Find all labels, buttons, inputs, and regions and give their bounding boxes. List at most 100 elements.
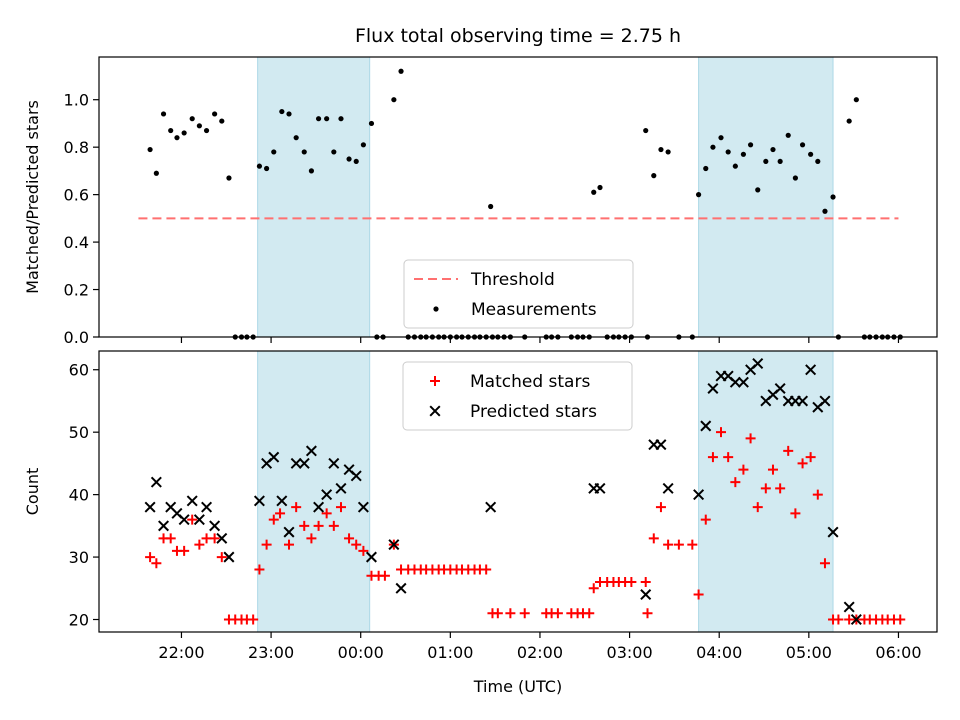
count-series-1-point: [485, 501, 497, 513]
ratio-series-0-point: [770, 146, 776, 153]
count-series-1-point: [640, 589, 652, 601]
count-series-0-point: [248, 614, 259, 625]
ratio-series-0-point: [353, 158, 359, 165]
count-series-0-point: [716, 427, 727, 438]
x-tick-label: 01:00: [427, 643, 473, 662]
count-series-0-point: [344, 533, 355, 544]
count-series-0-point: [767, 464, 778, 475]
count-series-0-point: [730, 477, 741, 488]
count-series-0-point: [775, 483, 786, 494]
ratio-series-0-point: [710, 144, 716, 150]
shaded-interval: [698, 56, 834, 338]
count-series-0-point: [626, 577, 637, 588]
ratio-series-0-point: [785, 132, 791, 138]
count-series-0-point: [819, 558, 830, 569]
ratio-y-tick-label: 1.0: [64, 91, 89, 110]
count-series-0-point: [151, 558, 162, 569]
legend-label: Measurements: [471, 300, 597, 320]
count-series-0-point: [895, 614, 906, 625]
count-series-0-point: [505, 608, 516, 619]
count-series-1-point: [388, 539, 400, 551]
count-series-0-point: [723, 452, 734, 463]
x-tick-label: 22:00: [158, 643, 204, 662]
legend-label: Matched stars: [470, 372, 590, 392]
ratio-series-0-point: [315, 116, 322, 122]
count-series-1-point: [201, 501, 213, 513]
count-series-1-point: [805, 364, 817, 376]
count-series-1-point: [357, 501, 369, 513]
count-series-1-point: [729, 376, 741, 388]
x-tick-label: 05:00: [786, 643, 832, 662]
count-series-0-point: [783, 445, 794, 456]
count-series-0-point: [254, 564, 265, 575]
ratio-series-0-point: [651, 173, 657, 179]
legend-label: Threshold: [470, 270, 555, 290]
count-series-1-point: [305, 445, 317, 457]
count-series-1-point: [797, 395, 809, 407]
ratio-series-0-point: [226, 175, 232, 181]
count-series-1-point: [594, 482, 606, 494]
ratio-y-tick-label: 0.6: [64, 186, 89, 205]
ratio-series-0-point: [846, 118, 852, 124]
count-y-axis-label: Count: [23, 468, 42, 516]
ratio-series-0-point: [747, 142, 754, 148]
ratio-series-0-point: [160, 111, 167, 117]
count-series-0-point: [752, 502, 763, 513]
count-series-1-point: [298, 457, 310, 469]
count-series-1-point: [223, 551, 235, 563]
count-series-0-point: [642, 608, 653, 619]
ratio-series-0-point: [591, 189, 597, 195]
count-axes-frame: [98, 350, 938, 633]
count-series-1-point: [655, 439, 667, 451]
ratio-series-0-point: [174, 135, 180, 141]
count-series-1-point: [150, 476, 162, 488]
count-series-1-point: [662, 482, 674, 494]
ratio-series-0-point: [658, 146, 664, 153]
count-panel: 20 30 40 50 60 22:00 23:00 00:00 01:00 02:00 03:00…: [23, 350, 938, 662]
ratio-series-0-point: [822, 208, 828, 214]
count-series-0-point: [700, 514, 711, 525]
ratio-series-0-point: [732, 163, 738, 169]
count-series-0-point: [216, 552, 227, 563]
ratio-panel: 0.0 0.2 0.4 0.6 0.8 1.0 Matched/Predicted star…: [23, 56, 938, 347]
count-series-0-point: [707, 452, 718, 463]
count-series-0-point: [584, 608, 595, 619]
count-series-0-point: [790, 508, 801, 519]
count-series-0-point: [358, 545, 369, 556]
ratio-series-0-point: [703, 165, 709, 172]
ratio-series-0-point: [718, 135, 724, 141]
count-legend: Matched stars Predicted stars: [402, 361, 633, 431]
count-series-0-point: [379, 570, 390, 581]
count-series-0-point: [328, 520, 339, 531]
count-series-1-point: [313, 501, 325, 513]
ratio-series-0-point: [815, 158, 821, 165]
count-series-1-point: [752, 357, 764, 369]
x-tick-label: 00:00: [338, 643, 384, 662]
count-series-0-point: [351, 539, 362, 550]
count-series-1-point: [186, 495, 198, 507]
ratio-series-0-point: [286, 111, 292, 117]
count-y-tick-label: 40: [69, 486, 89, 505]
count-series-0-point: [187, 514, 198, 525]
count-series-0-point: [648, 533, 659, 544]
count-series-0-point: [275, 508, 286, 519]
count-y-tick-label: 30: [69, 548, 89, 567]
count-y-tick-label: 60: [69, 361, 89, 380]
ratio-series-0-point: [196, 123, 202, 129]
ratio-series-0-point: [338, 116, 344, 122]
count-series-1-point: [268, 451, 280, 463]
count-series-1-point: [253, 495, 265, 507]
count-series-1-point: [707, 382, 719, 394]
ratio-series-0-point: [725, 149, 731, 155]
shaded-interval: [257, 56, 371, 338]
count-series-1-point: [290, 457, 302, 469]
ratio-series-0-point: [301, 149, 307, 155]
count-series-0-point: [299, 520, 310, 531]
x-tick-label: 03:00: [607, 643, 653, 662]
count-series-1-point: [178, 514, 190, 526]
legend-box: [403, 259, 634, 329]
ratio-y-tick-label: 0.2: [64, 281, 89, 300]
count-series-0-point: [261, 539, 272, 550]
ratio-series-0-point: [799, 142, 806, 148]
